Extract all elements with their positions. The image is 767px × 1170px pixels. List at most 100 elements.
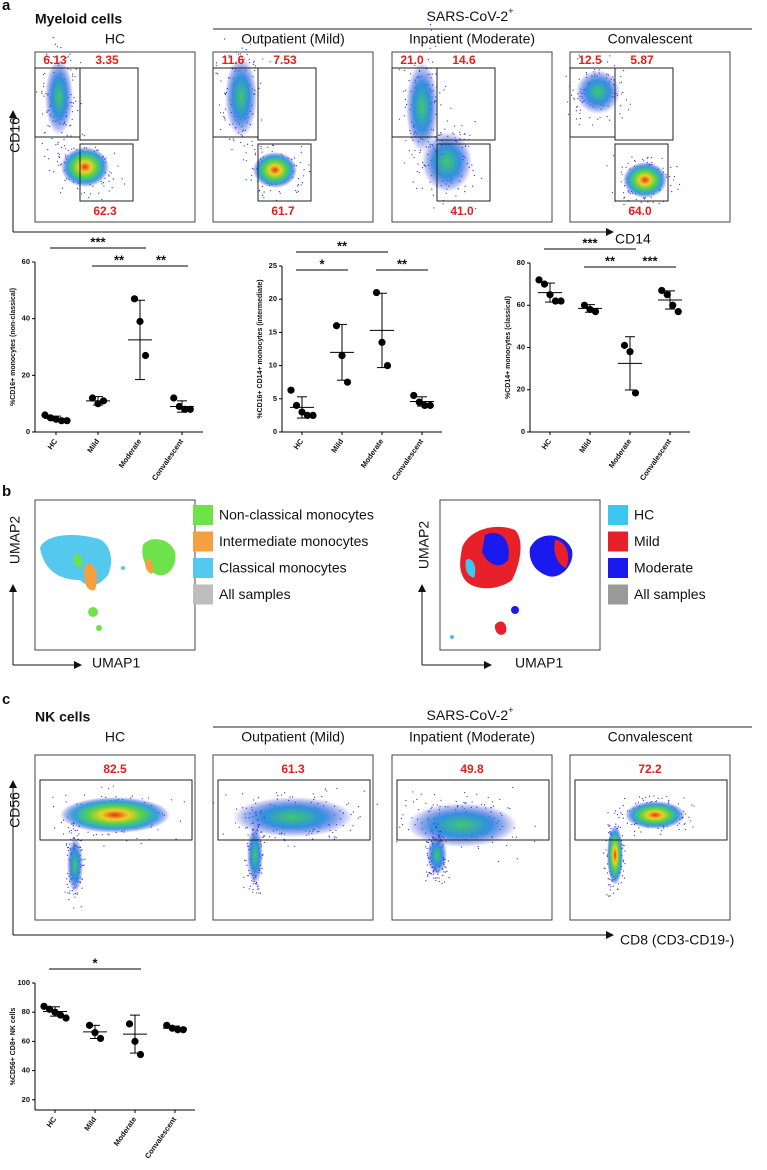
event-dot bbox=[446, 870, 448, 873]
event-dot bbox=[606, 165, 608, 167]
event-dot bbox=[433, 823, 435, 825]
event-dot bbox=[511, 836, 514, 838]
event-dot bbox=[67, 886, 69, 888]
event-dot bbox=[676, 165, 678, 168]
gate-value: 7.53 bbox=[273, 53, 297, 67]
event-dot bbox=[235, 808, 238, 810]
data-point bbox=[332, 322, 341, 330]
event-dot bbox=[283, 792, 286, 794]
event-dot bbox=[52, 796, 54, 798]
event-dot bbox=[633, 834, 636, 836]
event-dot bbox=[574, 98, 576, 100]
y-tick-label: 5 bbox=[273, 394, 277, 403]
event-dot bbox=[94, 146, 96, 148]
event-dot bbox=[676, 824, 679, 826]
event-dot bbox=[429, 872, 431, 874]
event-dot bbox=[71, 111, 74, 113]
data-point bbox=[383, 362, 392, 370]
event-dot bbox=[70, 148, 72, 150]
event-dot bbox=[256, 886, 259, 888]
event-dot bbox=[246, 54, 248, 56]
event-dot bbox=[67, 827, 70, 829]
event-dot bbox=[267, 146, 269, 148]
event-dot bbox=[254, 65, 257, 67]
data-point bbox=[40, 1002, 48, 1010]
event-dot bbox=[260, 831, 262, 833]
legend-label: HC bbox=[634, 507, 654, 523]
event-dot bbox=[71, 79, 74, 81]
event-dot bbox=[491, 801, 493, 803]
event-dot bbox=[136, 837, 138, 840]
event-dot bbox=[74, 896, 76, 898]
event-dot bbox=[433, 794, 436, 796]
event-dot bbox=[107, 787, 110, 790]
legend-swatch bbox=[193, 531, 213, 552]
legend-swatch bbox=[193, 558, 213, 578]
y-axis-label: UMAP2 bbox=[7, 516, 23, 564]
event-dot bbox=[622, 870, 624, 872]
event-dot bbox=[425, 880, 427, 882]
event-dot bbox=[44, 155, 46, 158]
event-dot bbox=[58, 164, 60, 166]
event-dot bbox=[108, 175, 110, 177]
event-dot bbox=[260, 148, 262, 150]
event-dot bbox=[405, 140, 407, 142]
event-dot bbox=[607, 824, 609, 826]
event-dot bbox=[80, 103, 82, 105]
event-dot bbox=[84, 858, 86, 860]
event-dot bbox=[678, 828, 680, 831]
density bbox=[422, 132, 472, 192]
gate-value: 12.5 bbox=[578, 53, 602, 67]
event-dot bbox=[333, 838, 335, 840]
data-point bbox=[674, 307, 682, 316]
event-dot bbox=[688, 816, 690, 818]
event-dot bbox=[255, 814, 257, 816]
event-dot bbox=[662, 167, 664, 169]
event-dot bbox=[604, 867, 606, 869]
event-dot bbox=[445, 866, 447, 869]
event-dot bbox=[438, 831, 440, 833]
event-dot bbox=[637, 801, 640, 803]
event-dot bbox=[606, 115, 608, 118]
event-dot bbox=[68, 831, 71, 833]
event-dot bbox=[413, 156, 415, 159]
event-dot bbox=[418, 809, 420, 811]
event-dot bbox=[329, 836, 331, 838]
event-dot bbox=[619, 826, 621, 829]
event-dot bbox=[450, 107, 452, 109]
event-dot bbox=[321, 795, 323, 798]
y-tick-label: 80 bbox=[22, 1007, 30, 1016]
event-dot bbox=[609, 883, 611, 886]
significance-label: *** bbox=[90, 234, 106, 249]
event-dot bbox=[474, 120, 476, 123]
event-dot bbox=[54, 827, 56, 829]
event-dot bbox=[108, 174, 110, 176]
event-dot bbox=[57, 143, 59, 145]
legend-swatch bbox=[608, 558, 628, 578]
column-title: Inpatient (Moderate) bbox=[409, 31, 535, 47]
event-dot bbox=[441, 835, 443, 837]
event-dot bbox=[51, 138, 53, 140]
event-dot bbox=[66, 844, 68, 846]
event-dot bbox=[254, 70, 256, 72]
event-dot bbox=[82, 133, 84, 135]
event-dot bbox=[432, 832, 434, 834]
event-dot bbox=[683, 823, 685, 826]
umap-cloud bbox=[450, 526, 573, 639]
event-dot bbox=[73, 893, 75, 895]
event-dot bbox=[50, 62, 52, 64]
data-point bbox=[669, 301, 677, 309]
event-dot bbox=[612, 155, 615, 157]
event-dot bbox=[417, 163, 419, 165]
event-dot bbox=[403, 115, 406, 117]
event-dot bbox=[620, 882, 622, 884]
x-axis-label: UMAP1 bbox=[92, 655, 140, 671]
event-dot bbox=[447, 860, 449, 862]
event-dot bbox=[64, 891, 66, 893]
event-dot bbox=[243, 876, 245, 878]
event-dot bbox=[57, 141, 59, 143]
event-dot bbox=[260, 82, 262, 84]
event-dot bbox=[473, 174, 475, 177]
event-dot bbox=[57, 152, 59, 154]
